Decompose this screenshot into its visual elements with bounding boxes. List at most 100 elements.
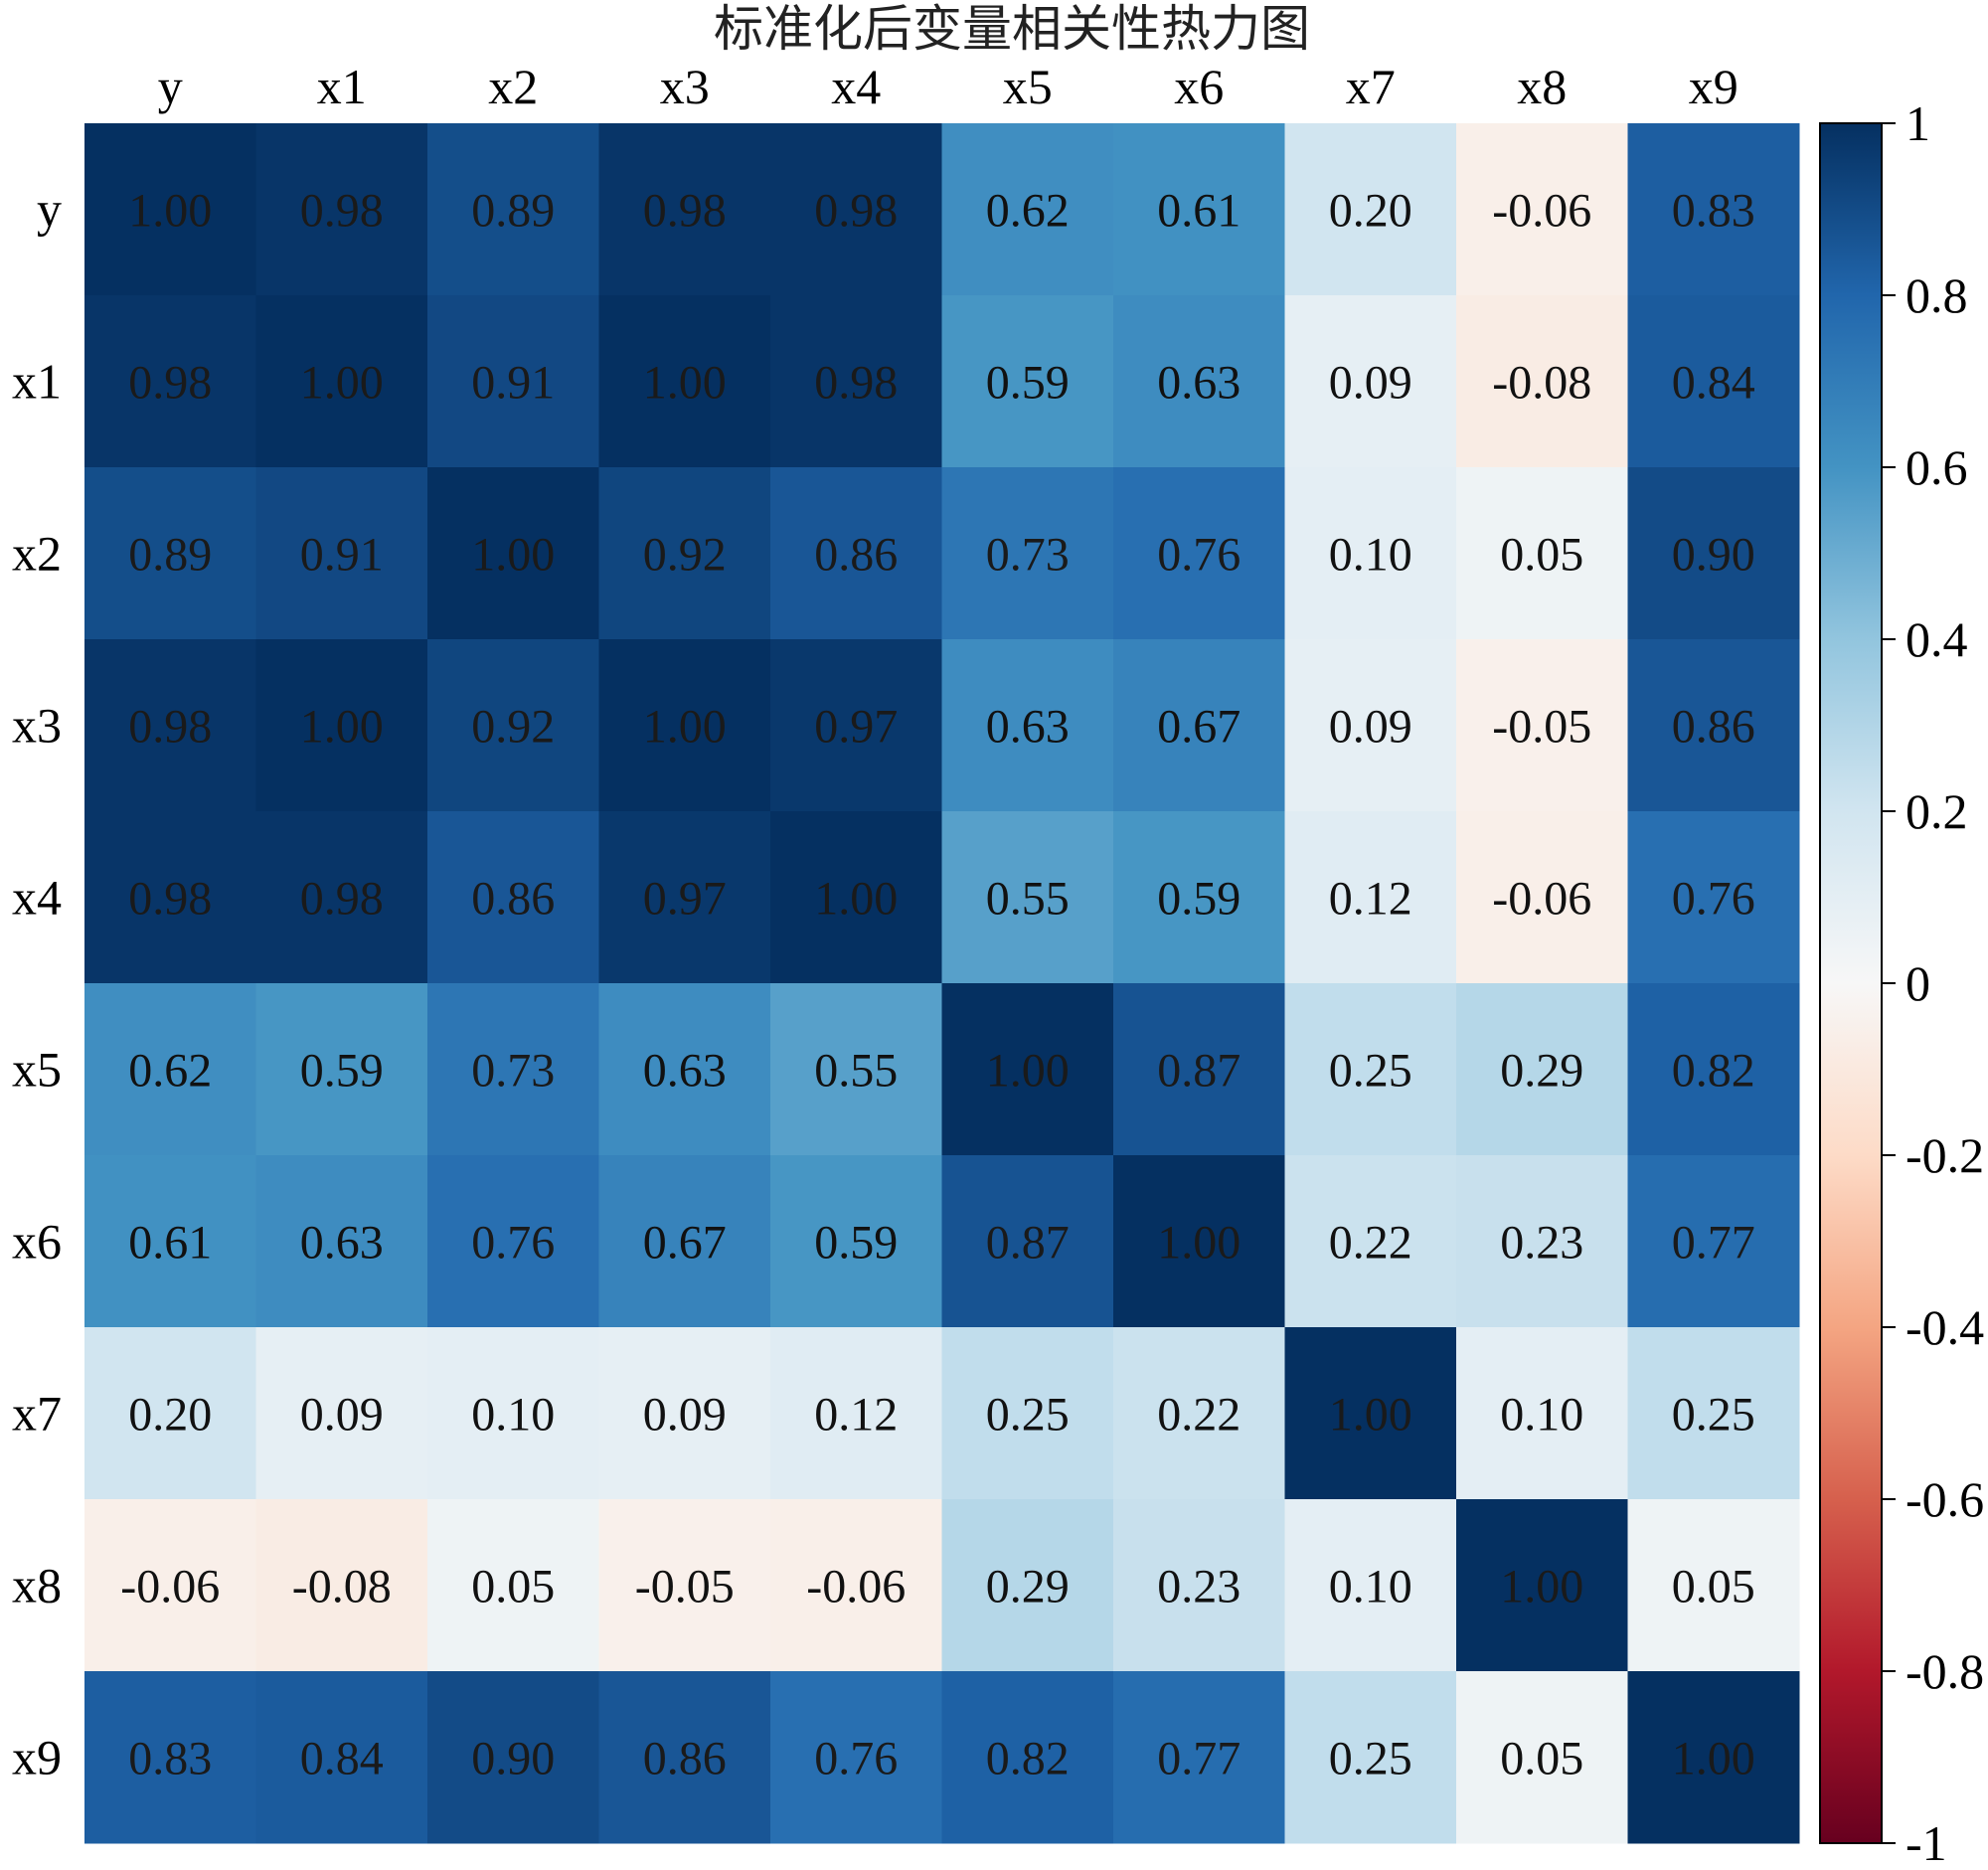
y-axis-tick-labels: y x1 x2 x3 x4 x5 x6 x7 x8 x9 [12,182,62,1785]
heatmap-cell [941,639,1114,812]
heatmap-cell [427,811,599,984]
heatmap-cell [941,811,1114,984]
heatmap-cell [1627,1499,1800,1672]
heatmap-cell-label: 0.77 [1672,1217,1755,1270]
heatmap-cell-label: 0.87 [1157,1045,1241,1098]
heatmap-cell-label: 1.00 [814,873,898,926]
heatmap-cell-label: 0.98 [643,185,727,238]
heatmap-cell-label: 0.59 [1157,873,1241,926]
heatmap-cell-label: 0.82 [986,1733,1070,1785]
heatmap-cell-label: 0.97 [814,701,898,754]
heatmap-cell [770,1155,942,1328]
heatmap-cell-label: 0.62 [128,1045,212,1098]
heatmap-cell [84,811,256,984]
heatmap-cell [1627,1327,1800,1500]
heatmap-cell [1113,639,1285,812]
y-tick-label: x1 [12,354,62,410]
heatmap-cell-label: 0.63 [300,1217,384,1270]
heatmap-cell-label: 0.98 [300,185,384,238]
heatmap-cell [1113,295,1285,468]
heatmap-cell [598,639,771,812]
heatmap-cell-label: 0.55 [814,1045,898,1098]
heatmap-cell-label: 0.25 [1329,1733,1412,1785]
heatmap-cell-label: 0.05 [1672,1561,1755,1614]
heatmap-cell [84,467,256,640]
heatmap-cell [770,467,942,640]
heatmap-cell-label: 0.98 [300,873,384,926]
colorbar-tick-label: 1 [1905,95,1930,151]
heatmap-cell-label: 0.63 [986,701,1070,754]
heatmap-cell-label: 0.73 [986,529,1070,582]
heatmap-cell [770,1671,942,1844]
heatmap-cell-label: 0.12 [1329,873,1412,926]
heatmap-cell-label: 0.09 [1329,701,1412,754]
heatmap-cell [941,1499,1114,1672]
heatmap-cell [427,467,599,640]
heatmap-cell-label: 0.77 [1157,1733,1241,1785]
x-tick-label: x2 [488,59,538,114]
heatmap-cell-label: 0.76 [814,1733,898,1785]
heatmap-cell [427,295,599,468]
heatmap-cell-label: 0.67 [1157,701,1241,754]
heatmap-cell-label: 0.25 [1329,1045,1412,1098]
heatmap-cell [770,1499,942,1672]
heatmap-cell [1113,123,1285,296]
heatmap-cell [255,467,428,640]
y-tick-label: x9 [12,1730,62,1785]
heatmap-cell [84,639,256,812]
heatmap-cell [1456,1499,1628,1672]
heatmap-cell-label: 1.00 [643,357,727,410]
heatmap-cell [941,1671,1114,1844]
heatmap-cell [84,1671,256,1844]
heatmap-cell [1113,1155,1285,1328]
heatmap-cell [1284,639,1457,812]
heatmap-cell [1627,811,1800,984]
heatmap-cell [255,811,428,984]
heatmap-cell [84,1499,256,1672]
heatmap-cell-label: 0.23 [1500,1217,1583,1270]
heatmap-cell-label: 0.22 [1157,1389,1241,1442]
heatmap-cell [255,1671,428,1844]
colorbar-tick-label: 0.6 [1905,439,1968,495]
x-tick-label: x9 [1689,59,1739,114]
heatmap-cell [1284,1671,1457,1844]
heatmap-cell-label: -0.08 [1492,357,1591,410]
heatmap-cell-label: 0.90 [471,1733,555,1785]
heatmap-cell-label: 1.00 [643,701,727,754]
heatmap-cell [770,1327,942,1500]
chart-title: 标准化后变量相关性热力图 [714,0,1310,58]
heatmap-cell [598,295,771,468]
x-tick-label: x8 [1517,59,1567,114]
heatmap-cell [1456,639,1628,812]
heatmap-cell [941,983,1114,1156]
heatmap-cell-label: 0.89 [128,529,212,582]
heatmap-cell [598,1327,771,1500]
heatmap-cell [1284,1499,1457,1672]
heatmap-cell [1456,1327,1628,1500]
heatmap-cell-label: 0.10 [1329,1561,1412,1614]
colorbar-tick-label: -0.4 [1905,1299,1984,1355]
heatmap-cell [427,1155,599,1328]
heatmap-cell-label: 0.86 [643,1733,727,1785]
heatmap-cell-label: 0.09 [300,1389,384,1442]
colorbar-tick-label: 0 [1905,955,1930,1011]
heatmap-cell-label: 0.62 [986,185,1070,238]
heatmap-cell [1113,1499,1285,1672]
heatmap-cell-label: 0.83 [128,1733,212,1785]
heatmap-cell-label: 0.25 [1672,1389,1755,1442]
heatmap-cell-label: -0.06 [120,1561,220,1614]
colorbar-tick-label: -1 [1905,1815,1947,1870]
heatmap-cell [598,983,771,1156]
heatmap-cell [1456,983,1628,1156]
heatmap-cell-label: 1.00 [471,529,555,582]
y-tick-label: x2 [12,526,62,582]
heatmap-cell [770,983,942,1156]
heatmap-cell-label: 0.22 [1329,1217,1412,1270]
heatmap-cell-label: 1.00 [1672,1733,1755,1785]
heatmap-cell-label: 0.87 [986,1217,1070,1270]
heatmap-cell-label: 0.98 [128,873,212,926]
heatmap-cell-label: 0.20 [128,1389,212,1442]
colorbar-tick-label: -0.8 [1905,1643,1984,1699]
heatmap-cell [941,1155,1114,1328]
